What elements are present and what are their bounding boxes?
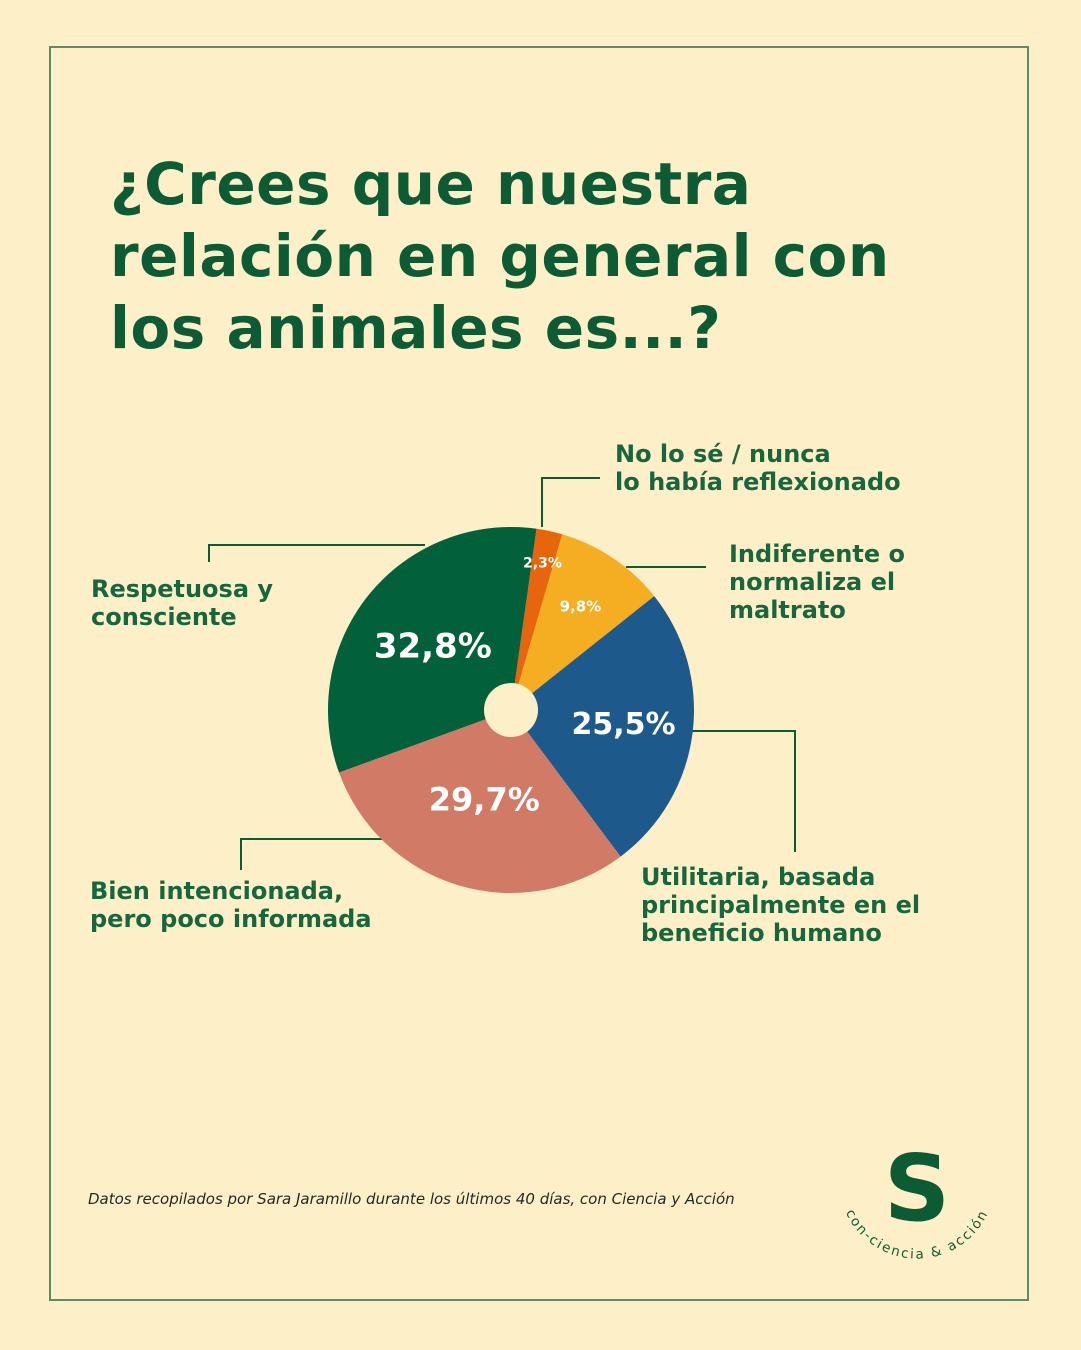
center-hole (484, 683, 538, 737)
logo-mark: S (884, 1135, 950, 1242)
slice-indiferente (511, 534, 655, 710)
label-indiferente: Indiferente o normaliza el maltrato (729, 540, 905, 624)
value-label: 2,3% (523, 555, 562, 571)
label-bien-intencionada: Bien intencionada, pero poco informada (90, 877, 372, 933)
title-line: relación en general con (110, 222, 890, 290)
value-label: 29,7% (429, 780, 540, 818)
value-label: 25,5% (571, 707, 675, 742)
slice-bien-intencionada (338, 710, 621, 893)
leader-line (541, 477, 600, 527)
title-line: los animales es...? (110, 294, 722, 362)
border-frame (49, 46, 1029, 1301)
page-title: ¿Crees que nuestra relación en general c… (110, 148, 910, 364)
value-label: 9,8% (560, 598, 602, 616)
label-respetuosa: Respetuosa y consciente (91, 575, 274, 631)
value-label: 32,8% (374, 627, 492, 667)
label-no-lo-se: No lo sé / nunca lo había reflexionado (615, 440, 901, 496)
slice-utilitaria (511, 596, 694, 857)
slice-no-lo-se (511, 528, 563, 710)
leader-line (208, 544, 425, 562)
title-line: ¿Crees que nuestra (110, 150, 752, 218)
source-note: Datos recopilados por Sara Jaramillo dur… (88, 1190, 735, 1208)
brand-logo: S con-ciencia & acción (842, 1135, 990, 1263)
leader-line (240, 838, 384, 870)
leader-line (691, 730, 796, 852)
label-utilitaria: Utilitaria, basada principalmente en el … (641, 863, 921, 947)
